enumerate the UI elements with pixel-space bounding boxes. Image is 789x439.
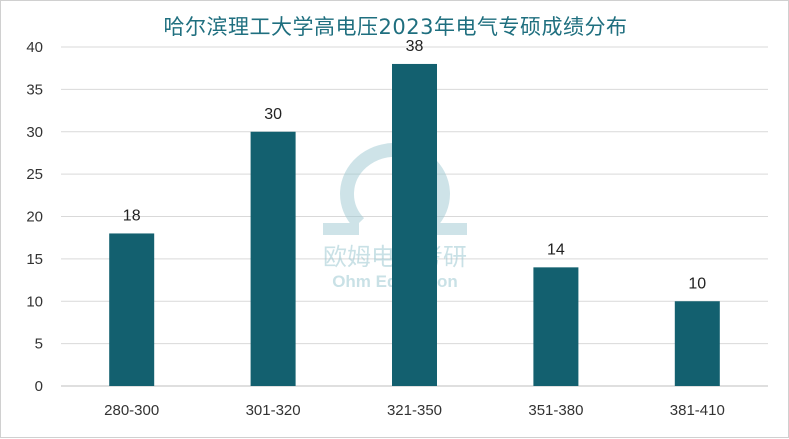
- bars: [109, 63, 720, 386]
- data-label-301-320: 30: [264, 106, 282, 123]
- x-tick-label-280-300: 280-300: [104, 402, 159, 419]
- chart-title: 哈尔滨理工大学高电压2023年电气专硕成绩分布: [163, 15, 628, 39]
- y-tick-label: 5: [35, 336, 43, 353]
- x-tick-label-351-380: 351-380: [528, 402, 583, 419]
- data-labels: 18 30 38 14 10: [123, 38, 706, 292]
- y-tick-label: 15: [26, 251, 43, 268]
- y-tick-label: 35: [26, 81, 43, 98]
- data-label-381-410: 10: [688, 275, 706, 292]
- y-tick-label: 20: [26, 209, 43, 226]
- data-label-351-380: 14: [547, 241, 565, 258]
- bar-351-380: [533, 267, 579, 386]
- y-tick-label: 25: [26, 166, 43, 183]
- bar-381-410: [674, 301, 720, 386]
- x-tick-label-321-350: 321-350: [387, 402, 442, 419]
- y-tick-label: 0: [35, 378, 43, 395]
- x-axis-ticks: 280-300 301-320 321-350 351-380 381-410: [104, 402, 725, 419]
- y-tick-label: 10: [26, 293, 43, 310]
- y-tick-label: 40: [26, 39, 43, 56]
- y-tick-label: 30: [26, 124, 43, 141]
- data-label-280-300: 18: [123, 207, 141, 224]
- x-tick-label-381-410: 381-410: [670, 402, 725, 419]
- bar-301-320: [250, 131, 296, 386]
- y-axis-ticks: 0 5 10 15 20 25 30 35 40: [26, 39, 43, 395]
- bar-321-350: [392, 63, 437, 386]
- data-label-321-350: 38: [406, 38, 424, 55]
- bar-280-300: [109, 233, 155, 386]
- x-tick-label-301-320: 301-320: [246, 402, 301, 419]
